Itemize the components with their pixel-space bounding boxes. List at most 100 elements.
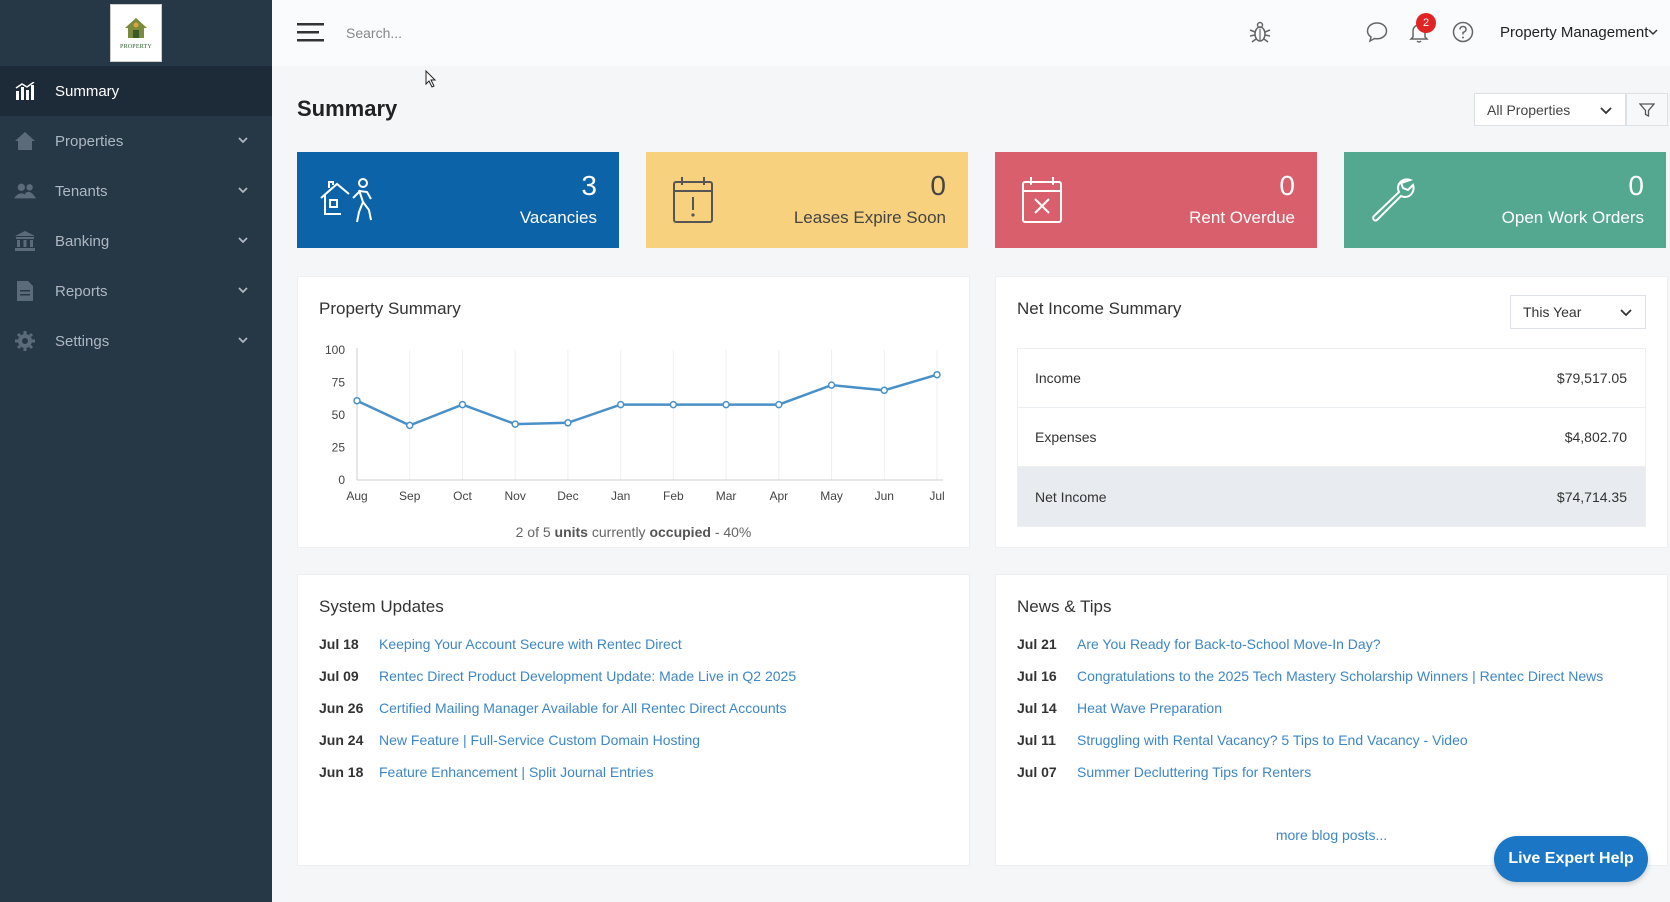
y-tick-label: 25: [332, 441, 346, 455]
sidebar-item-label: Banking: [55, 232, 110, 250]
live-expert-help-button[interactable]: Live Expert Help: [1494, 836, 1648, 882]
data-point: [775, 400, 783, 409]
chevron-down-icon: [238, 237, 248, 244]
update-date: Jun 26: [319, 700, 364, 716]
data-point: [880, 386, 889, 395]
property-summary-panel: Property Summary 0 25 50 75 100 Aug Sep Oct Nov D…: [297, 276, 970, 548]
news-date: Jul 14: [1017, 700, 1057, 716]
sidebar-item-banking[interactable]: Banking: [0, 216, 272, 266]
net-income-value: $74,714.35: [1556, 488, 1627, 505]
news-link[interactable]: Are You Ready for Back-to-School Move-In…: [1077, 636, 1381, 652]
panel-title: System Updates: [319, 597, 444, 616]
gear-icon: [14, 330, 36, 352]
company-logo[interactable]: PROPERTY: [110, 4, 162, 62]
x-tick-label: Jan: [611, 489, 630, 503]
bug-icon[interactable]: [1248, 20, 1272, 44]
news-link[interactable]: Struggling with Rental Vacancy? 5 Tips t…: [1077, 732, 1468, 748]
x-tick-label: Aug: [346, 489, 367, 503]
list-item: Jul 09 Rentec Direct Product Development …: [319, 665, 949, 688]
net-income-row: Net Income $74,714.35: [1018, 467, 1645, 526]
notification-badge: 2: [1416, 13, 1436, 33]
sidebar-item-label: Properties: [55, 132, 124, 150]
panel-title: Property Summary: [319, 299, 461, 318]
x-tick-label: Feb: [663, 489, 684, 503]
x-tick-label: Nov: [505, 489, 526, 503]
list-item: Jul 16 Congratulations to the 2025 Tech M…: [1017, 665, 1647, 688]
update-link[interactable]: Keeping Your Account Secure with Rentec …: [379, 636, 682, 652]
topbar: 2 Property Management: [272, 0, 1670, 66]
users-icon: [14, 180, 36, 202]
news-tips-panel: News & Tips Jul 21 Are You Ready for Back…: [995, 574, 1668, 866]
update-link[interactable]: Rentec Direct Product Development Update…: [379, 668, 797, 684]
account-menu[interactable]: Property Management: [1500, 24, 1658, 41]
stat-work-orders[interactable]: 0 Open Work Orders: [1344, 152, 1666, 248]
y-tick-label: 0: [338, 473, 345, 487]
stat-vacancies[interactable]: 3 Vacancies: [297, 152, 619, 248]
news-date: Jul 16: [1017, 668, 1057, 684]
wrench-icon: [1372, 178, 1415, 222]
income-value: $79,517.05: [1556, 370, 1627, 386]
occupancy-chart: 0 25 50 75 100 Aug Sep Oct Nov Dec Jan Feb Mar Apr May…: [325, 343, 945, 503]
chevron-down-icon: [238, 337, 248, 344]
chart-icon: [14, 80, 36, 102]
calendar-alert-icon: [673, 177, 713, 223]
panel-title: News & Tips: [1017, 597, 1112, 616]
sidebar-item-reports[interactable]: Reports: [0, 266, 272, 316]
update-date: Jul 18: [319, 636, 359, 652]
data-point: [722, 400, 730, 409]
news-list: Jul 21 Are You Ready for Back-to-School M…: [1017, 633, 1647, 793]
x-tick-label: Dec: [557, 489, 578, 503]
income-row: Income $79,517.05: [1018, 349, 1645, 408]
data-point: [353, 396, 361, 405]
more-blog-posts-link[interactable]: more blog posts...: [1275, 827, 1388, 843]
occupancy-currently: currently: [591, 524, 646, 540]
update-date: Jun 18: [319, 764, 364, 780]
account-label: Property Management: [1500, 24, 1649, 41]
list-item: Jul 07 Summer Decluttering Tips for Rente…: [1017, 761, 1647, 784]
mouse-cursor-icon: [425, 70, 437, 88]
property-select-value: All Properties: [1487, 101, 1571, 118]
list-item: Jun 24 New Feature | Full-Service Custom …: [319, 729, 949, 752]
sidebar-item-properties[interactable]: Properties: [0, 116, 272, 166]
data-point: [933, 370, 941, 379]
data-point: [564, 419, 572, 427]
net-income-panel: Net Income Summary This Year Income $79,…: [995, 276, 1668, 548]
data-point: [405, 421, 414, 430]
menu-icon[interactable]: [297, 20, 325, 44]
news-link[interactable]: Congratulations to the 2025 Tech Mastery…: [1077, 668, 1604, 684]
update-link[interactable]: New Feature | Full-Service Custom Domain…: [379, 732, 701, 748]
stat-rent-overdue[interactable]: 0 Rent Overdue: [995, 152, 1317, 248]
occupancy-count: 2 of 5: [515, 524, 551, 540]
list-item: Jul 18 Keeping Your Account Secure with R…: [319, 633, 949, 656]
chat-icon[interactable]: [1365, 20, 1389, 44]
expenses-label: Expenses: [1035, 429, 1097, 445]
sidebar-item-summary[interactable]: Summary: [0, 66, 272, 116]
calendar-x-icon: [1022, 177, 1062, 223]
stat-label: Leases Expire Soon: [793, 208, 946, 227]
update-link[interactable]: Certified Mailing Manager Available for …: [379, 700, 787, 716]
data-point: [669, 400, 678, 409]
update-link[interactable]: Feature Enhancement | Split Journal Entr…: [379, 764, 654, 780]
chevron-down-icon: [238, 287, 248, 294]
x-tick-label: Jun: [875, 489, 894, 503]
property-select[interactable]: All Properties: [1474, 93, 1626, 126]
list-item: Jun 26 Certified Mailing Manager Availabl…: [319, 697, 949, 720]
logo-house-icon: [125, 18, 147, 38]
x-tick-label: Mar: [716, 489, 737, 503]
news-link[interactable]: Summer Decluttering Tips for Renters: [1077, 764, 1312, 780]
panel-title: Net Income Summary: [1017, 299, 1182, 318]
news-link[interactable]: Heat Wave Preparation: [1077, 700, 1222, 716]
x-tick-label: Apr: [769, 489, 788, 503]
x-tick-label: Sep: [399, 489, 421, 503]
help-icon[interactable]: [1451, 20, 1475, 44]
period-select[interactable]: This Year: [1510, 295, 1646, 329]
sidebar-item-settings[interactable]: Settings: [0, 316, 272, 366]
data-point: [511, 420, 519, 428]
sidebar-item-tenants[interactable]: Tenants: [0, 166, 272, 216]
chevron-down-icon: [1600, 107, 1612, 115]
list-item: Jul 14 Heat Wave Preparation: [1017, 697, 1647, 720]
stat-value: 3: [581, 170, 597, 201]
search-input[interactable]: [346, 20, 606, 46]
stat-leases-expire[interactable]: 0 Leases Expire Soon: [646, 152, 968, 248]
filter-button[interactable]: [1626, 93, 1668, 126]
